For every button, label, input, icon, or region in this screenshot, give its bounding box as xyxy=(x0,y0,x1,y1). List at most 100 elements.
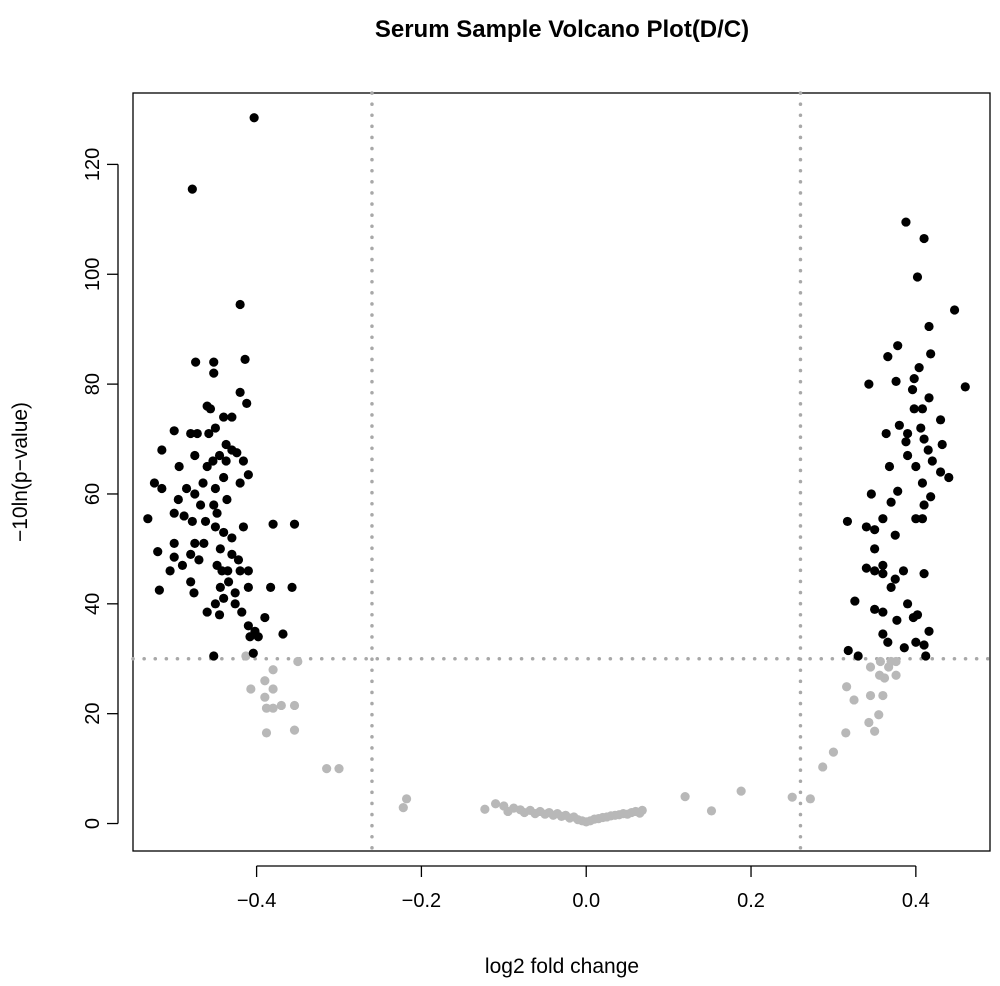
significant-point xyxy=(866,489,876,499)
significant-point xyxy=(245,632,255,642)
significant-point xyxy=(912,272,923,282)
nonsignificant-point xyxy=(480,804,490,814)
significant-point xyxy=(878,560,888,570)
nonsignificant-point xyxy=(875,656,886,667)
significant-point xyxy=(169,426,179,436)
significant-point xyxy=(177,560,188,570)
significant-point xyxy=(924,393,934,403)
significant-point xyxy=(210,423,221,433)
y-tick-label: 40 xyxy=(82,593,104,615)
significant-point xyxy=(917,514,928,524)
significant-point xyxy=(248,648,258,658)
nonsignificant-point xyxy=(260,676,270,686)
nonsignificant-point xyxy=(736,786,746,796)
significant-point xyxy=(204,428,214,439)
significant-point xyxy=(917,478,928,488)
significant-point xyxy=(157,445,167,455)
significant-point xyxy=(935,415,946,425)
nonsignificant-points xyxy=(241,651,901,827)
x-tick-label: −0.4 xyxy=(237,890,276,912)
significant-point xyxy=(926,349,936,359)
nonsignificant-point xyxy=(322,764,332,774)
significant-point xyxy=(927,456,937,466)
significant-point xyxy=(853,651,863,661)
nonsignificant-point xyxy=(398,803,408,813)
significant-point xyxy=(894,420,904,430)
nonsignificant-point xyxy=(276,700,286,711)
significant-point xyxy=(198,478,208,488)
significant-point xyxy=(200,516,211,527)
threshold-lines xyxy=(131,91,992,853)
significant-point xyxy=(235,566,245,576)
significant-point xyxy=(214,450,225,461)
nonsignificant-point xyxy=(490,799,501,809)
chart-title: Serum Sample Volcano Plot(D/C) xyxy=(375,16,749,43)
significant-point xyxy=(165,566,175,576)
significant-point xyxy=(870,525,880,535)
significant-point xyxy=(289,519,300,529)
significant-point xyxy=(189,588,199,598)
significant-point xyxy=(221,456,231,466)
significant-point xyxy=(944,472,954,483)
significant-point xyxy=(221,439,231,450)
nonsignificant-point xyxy=(805,794,815,804)
significant-point xyxy=(842,516,853,527)
significant-point xyxy=(238,456,249,466)
significant-point xyxy=(843,645,853,656)
significant-point xyxy=(157,483,167,494)
significant-point xyxy=(208,456,218,466)
y-tick-label: 20 xyxy=(82,703,104,725)
nonsignificant-point xyxy=(878,690,888,701)
nonsignificant-point xyxy=(261,728,272,738)
nonsignificant-point xyxy=(841,728,851,738)
significant-point xyxy=(935,467,946,477)
significant-point xyxy=(235,387,245,397)
significant-point xyxy=(192,428,202,439)
significant-point xyxy=(169,552,179,562)
significant-point xyxy=(916,423,926,433)
significant-point xyxy=(960,382,970,392)
significant-point xyxy=(173,494,183,505)
nonsignificant-point xyxy=(864,717,874,728)
significant-point xyxy=(240,354,250,364)
significant-point xyxy=(209,357,219,367)
x-tick-label: 0.4 xyxy=(902,890,930,912)
significant-point xyxy=(917,404,928,414)
significant-point xyxy=(222,494,232,505)
y-axis-label: −10ln(p−value) xyxy=(9,402,32,542)
significant-point xyxy=(187,184,197,194)
significant-point xyxy=(243,582,253,592)
nonsignificant-point xyxy=(241,651,251,661)
nonsignificant-point xyxy=(268,703,278,713)
significant-point xyxy=(143,514,153,524)
nonsignificant-point xyxy=(637,805,647,815)
significant-point xyxy=(219,593,229,603)
significant-point xyxy=(243,621,253,631)
significant-point xyxy=(215,544,225,554)
significant-point xyxy=(878,607,888,617)
significant-point xyxy=(861,563,871,573)
nonsignificant-point xyxy=(680,792,690,802)
significant-point xyxy=(907,385,918,395)
significant-point xyxy=(899,643,909,653)
significant-point xyxy=(850,596,860,606)
significant-point xyxy=(238,522,249,532)
significant-point xyxy=(253,632,263,642)
nonsignificant-point xyxy=(706,806,717,816)
significant-point xyxy=(233,555,244,565)
nonsignificant-point xyxy=(874,710,884,720)
significant-point xyxy=(878,629,888,639)
significant-points xyxy=(143,113,970,661)
significant-point xyxy=(179,511,189,521)
significant-point xyxy=(219,412,229,422)
significant-point xyxy=(249,113,259,123)
significant-point xyxy=(912,610,923,620)
nonsignificant-point xyxy=(246,684,256,694)
significant-point xyxy=(153,547,163,557)
nonsignificant-point xyxy=(828,747,839,757)
significant-point xyxy=(864,379,874,389)
y-tick-label: 0 xyxy=(82,818,104,829)
significant-point xyxy=(210,483,221,494)
significant-point xyxy=(924,626,934,636)
